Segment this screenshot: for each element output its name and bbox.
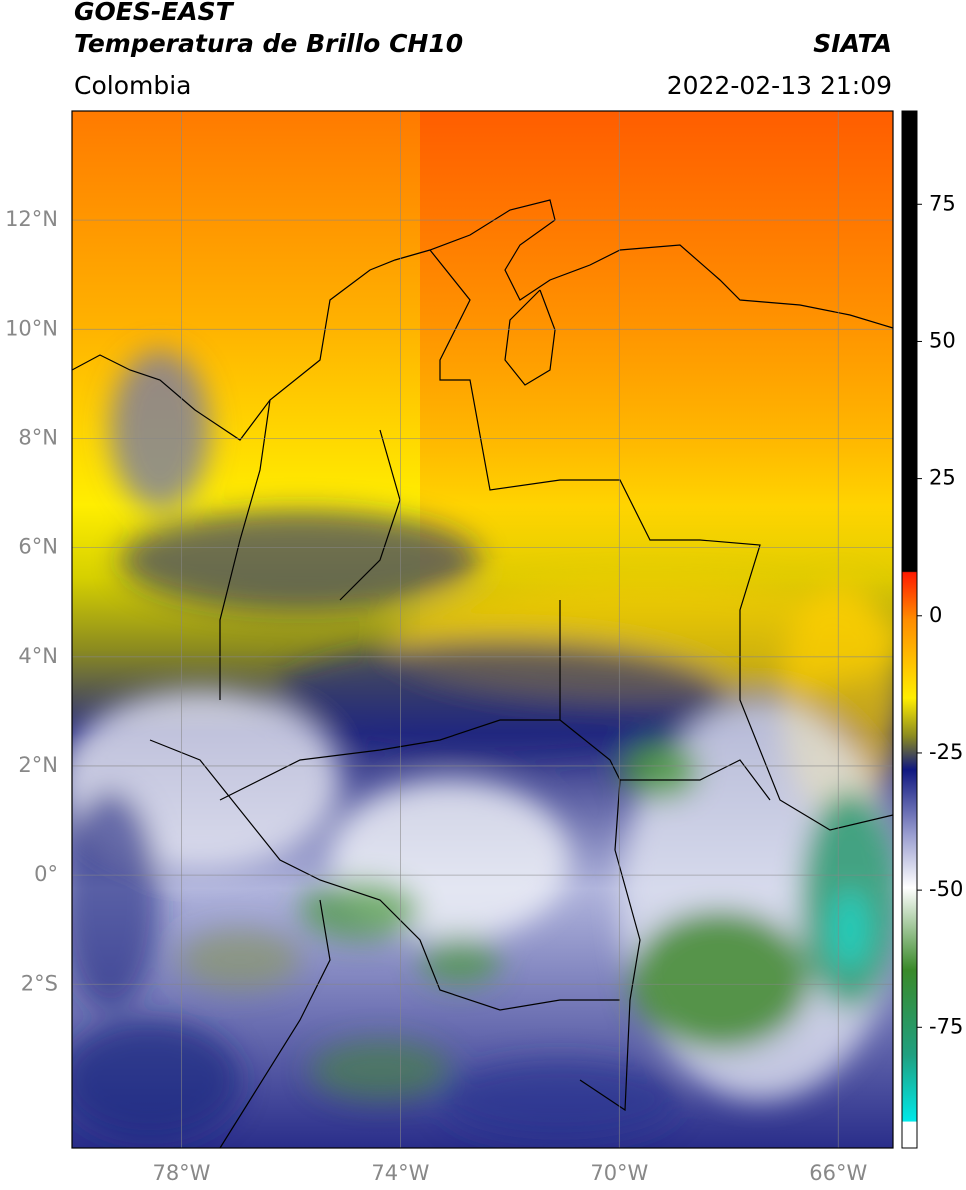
x-tick-label: 78°W — [152, 1161, 210, 1185]
y-tick-label: 6°N — [18, 535, 58, 559]
imagery — [72, 111, 893, 1148]
source: SIATA — [813, 29, 892, 58]
x-tick-label: 70°W — [590, 1161, 648, 1185]
colorbar — [901, 110, 918, 1149]
y-tick-label: 4°N — [18, 644, 58, 668]
title: GOES-EAST — [74, 0, 235, 26]
colorbar-tick-label: 75 — [929, 191, 956, 215]
cloud-fields — [72, 350, 893, 1140]
map-frame — [71, 110, 894, 1149]
x-tick-label: 66°W — [809, 1161, 867, 1185]
y-tick-label: 2°N — [18, 753, 58, 777]
y-tick-label: 2°S — [21, 971, 58, 995]
colorbar-tick-label: -75 — [929, 1014, 963, 1038]
colorbar-tick-label: -25 — [929, 740, 963, 764]
boundaries — [72, 199, 893, 1148]
y-tick-label: 8°N — [18, 425, 58, 449]
colorbar-tick-label: 0 — [929, 603, 942, 627]
y-tick-label: 10°N — [5, 316, 58, 340]
y-tick-label: 0° — [34, 862, 58, 886]
colorbar-tick-label: -50 — [929, 877, 963, 901]
datetime: 2022-02-13 21:09 — [667, 71, 892, 100]
y-tick-label: 12°N — [5, 207, 58, 231]
x-tick-label: 74°W — [371, 1161, 429, 1185]
region: Colombia — [74, 71, 191, 100]
grid — [72, 111, 893, 1148]
subtitle: Temperatura de Brillo CH10 — [74, 29, 463, 58]
colorbar-tick-label: 50 — [929, 328, 956, 352]
imagery-warm — [420, 111, 893, 671]
colorbar-tick-label: 25 — [929, 466, 956, 490]
